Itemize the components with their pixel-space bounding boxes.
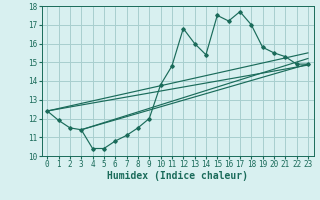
X-axis label: Humidex (Indice chaleur): Humidex (Indice chaleur) <box>107 171 248 181</box>
